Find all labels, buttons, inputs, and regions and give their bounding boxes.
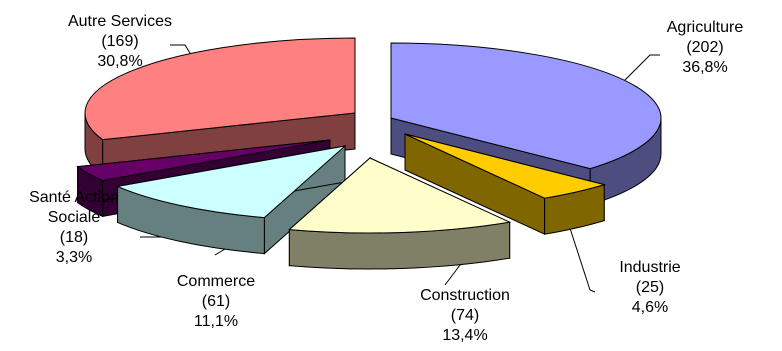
pie-slice-autres-services: [84, 37, 356, 177]
label-commerce: Commerce (61) 11,1%: [146, 272, 286, 332]
label-agriculture-percent: 36,8%: [682, 59, 728, 76]
label-construction-value: (74): [450, 307, 480, 324]
pie-slice-commerce-top: [115, 145, 347, 219]
pie-slice-agriculture-top: [390, 42, 662, 170]
label-sante-action-sociale: Santé Action Sociale (18) 3,3%: [0, 188, 148, 268]
label-autres-services-value: (169): [101, 33, 139, 50]
pie-slice-construction: [288, 156, 512, 270]
leader-agriculture: [614, 54, 660, 91]
pie-slice-sante-action-sociale-top: [76, 139, 331, 181]
label-commerce-value: (61): [201, 293, 231, 310]
pie-slice-industrie-top: [404, 133, 607, 199]
label-construction-percent: 13,4%: [442, 327, 488, 344]
label-agriculture: Agriculture (202) 36,8%: [640, 18, 770, 78]
pie-slice-autres-services-top: [84, 37, 356, 141]
label-agriculture-value: (202): [686, 39, 724, 56]
label-industrie-value: (25): [635, 279, 665, 296]
leader-industrie: [567, 221, 596, 293]
label-autres-services-name: Autre Services: [67, 13, 173, 30]
pie-slice-industrie: [404, 133, 607, 235]
label-industrie-name: Industrie: [619, 259, 681, 276]
label-sante-percent: 3,3%: [55, 249, 93, 266]
label-autres-services-percent: 30,8%: [97, 53, 143, 70]
label-sante-name-1: Santé Action: [29, 189, 119, 206]
label-construction-name: Construction: [420, 287, 510, 304]
pie-slices: [76, 37, 662, 270]
label-commerce-name: Commerce: [176, 273, 256, 290]
label-autres-services: Autre Services (169) 30,8%: [20, 12, 220, 72]
label-sante-name-2: Sociale: [47, 209, 101, 226]
pie-slice-construction-top: [288, 157, 512, 234]
label-industrie-percent: 4,6%: [631, 299, 669, 316]
label-sante-value: (18): [59, 229, 89, 246]
label-construction: Construction (74) 13,4%: [390, 286, 540, 346]
label-agriculture-name: Agriculture: [666, 19, 744, 36]
pie-slice-commerce: [115, 144, 347, 255]
label-commerce-percent: 11,1%: [193, 313, 239, 330]
label-industrie: Industrie (25) 4,6%: [590, 258, 710, 318]
